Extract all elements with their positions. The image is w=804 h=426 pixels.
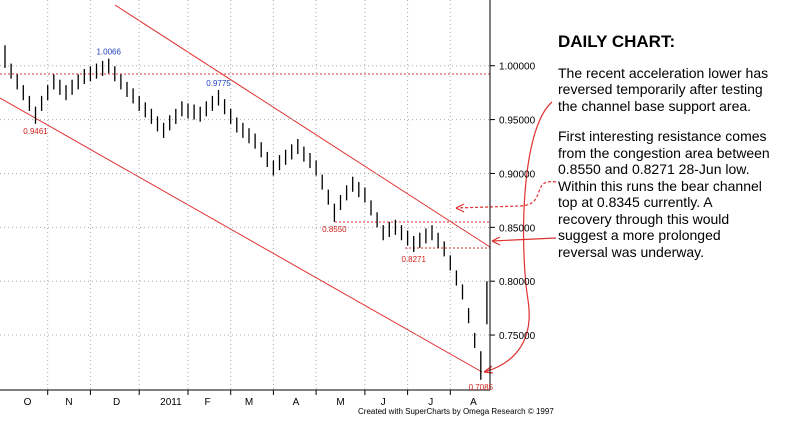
plot: 0.75000 0.80000 0.85000 0.90000 0.95000 1.000… xyxy=(0,0,536,408)
text-line: the channel base support area. xyxy=(558,97,752,114)
x-tick-label: D xyxy=(113,397,120,408)
high-label: 0.9775 xyxy=(206,79,231,88)
x-tick-label: A xyxy=(293,397,300,408)
arrow-head xyxy=(455,203,465,213)
channel xyxy=(0,4,491,373)
callouts xyxy=(455,101,557,374)
x-tick-label: F xyxy=(204,397,210,408)
x-tick-label: A xyxy=(470,397,477,408)
channel-top xyxy=(114,4,491,248)
paragraph: First interesting resistance comes from t… xyxy=(558,128,802,260)
arrow-head xyxy=(483,365,494,374)
text-line: First interesting resistance comes xyxy=(558,128,767,144)
x-tick-label: M xyxy=(336,397,344,408)
y-tick-label: 0.95000 xyxy=(499,116,536,127)
x-tick-label: M xyxy=(245,397,253,408)
y-tick-label: 1.00000 xyxy=(499,62,536,73)
text-line: 0.8550 and 0.8271 28-Jun low. xyxy=(558,161,750,177)
callout-line xyxy=(491,237,557,242)
channel-base xyxy=(0,97,483,373)
text-line: suggest a more prolonged xyxy=(558,227,721,243)
callout-dashed xyxy=(455,181,557,209)
paragraph: The recent acceleration lower has reverse… xyxy=(558,65,802,115)
high-label: 1.0066 xyxy=(96,48,121,57)
y-tick-label: 0.90000 xyxy=(499,169,536,180)
y-tick-label: 0.85000 xyxy=(499,223,536,234)
x-tick-label: J xyxy=(428,397,433,408)
low-label: 0.8271 xyxy=(401,255,426,264)
x-tick-label: O xyxy=(24,397,32,408)
low-label: 0.8550 xyxy=(322,225,347,234)
low-label: 0.7085 xyxy=(469,383,494,392)
callout-curve xyxy=(483,101,553,373)
x-tick-label: 2011 xyxy=(160,397,182,408)
panel-title: DAILY CHART: xyxy=(558,32,676,51)
text-line: reversal was underway. xyxy=(558,243,705,260)
arrow-head xyxy=(491,236,501,246)
y-tick-label: 0.75000 xyxy=(499,331,536,342)
x-tick-label: J xyxy=(381,397,386,408)
text-line: reversed temporarily after testing xyxy=(558,81,763,97)
text-line: The recent acceleration lower has xyxy=(558,64,769,81)
text-panel: DAILY CHART: The recent acceleration low… xyxy=(558,32,802,274)
y-tick-label: 0.80000 xyxy=(499,277,536,288)
low-label: 0.9461 xyxy=(23,127,48,136)
text-line: top at 0.8345 currently. A xyxy=(558,194,713,210)
text-line: Within this runs the bear channel xyxy=(558,177,762,194)
footer: Created with SuperCharts by Omega Resear… xyxy=(358,407,554,416)
text-line: recovery through this would xyxy=(558,210,730,227)
text-line: from the congestion area between xyxy=(558,144,770,161)
x-tick-label: N xyxy=(65,397,72,408)
